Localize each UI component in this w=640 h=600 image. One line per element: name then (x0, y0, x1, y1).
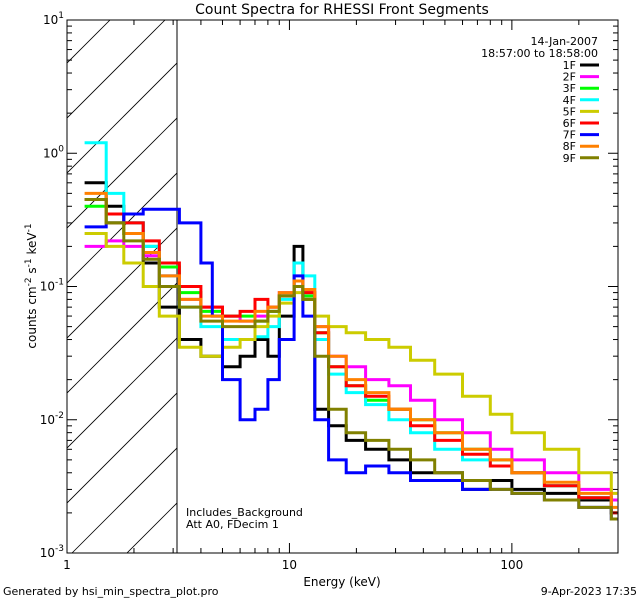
y-axis-title: counts cm-2 s-1 keV-1 (24, 223, 39, 348)
hatch-line (67, 20, 111, 64)
hatch-line (67, 337, 177, 449)
hatch-line (71, 447, 177, 553)
series-group (84, 141, 618, 521)
x-tick-label: 10 (282, 558, 297, 572)
y-tick-label: 101 (43, 11, 64, 27)
y-tick-labels: 10-3 10-2 10-1 100 101 (40, 11, 65, 560)
y-tick-label: 100 (43, 144, 64, 160)
y-tick-label: 10-3 (40, 544, 64, 560)
hatch-line (67, 227, 177, 339)
legend-label-5F: 5F (563, 105, 576, 118)
hatch-line (67, 172, 177, 284)
series-line-1F (84, 181, 618, 515)
legend-label-8F: 8F (563, 140, 576, 153)
series-line-4F (84, 141, 618, 515)
x-tick-labels: 1 10 100 (63, 558, 523, 572)
y-tick-label: 10-1 (40, 278, 64, 294)
hatch-line (0, 0, 122, 553)
series-line-9F (84, 198, 618, 521)
legend-label-6F: 6F (563, 117, 576, 130)
legend-label-4F: 4F (563, 94, 576, 107)
x-tick-label: 1 (63, 558, 71, 572)
attenuator-note: Att A0, FDecim 1 (186, 518, 279, 531)
hatch-line (67, 282, 177, 394)
axis-ticks (66, 20, 619, 554)
legend-label-3F: 3F (563, 82, 576, 95)
legend-label-9F: 9F (563, 152, 576, 165)
series-line-2F (84, 239, 618, 502)
generated-by-label: Generated by hsi_min_spectra_plot.pro (3, 585, 219, 598)
y-tick-label: 10-2 (40, 411, 64, 427)
background-note: Includes_Background (186, 506, 303, 519)
series-line-8F (84, 191, 618, 509)
time-range-label: 18:57:00 to 18:58:00 (481, 47, 598, 60)
series-line-6F (84, 198, 618, 515)
legend-label-7F: 7F (563, 129, 576, 142)
x-tick-label: 100 (500, 558, 523, 572)
hatch-line (67, 392, 177, 504)
series-line-3F (84, 204, 618, 515)
date-label: 14-Jan-2007 (531, 35, 599, 48)
hatch-line (67, 20, 166, 119)
chart-title: Count Spectra for RHESSI Front Segments (195, 2, 489, 18)
timestamp-label: 9-Apr-2023 17:35 (541, 585, 637, 598)
legend-label-2F: 2F (563, 71, 576, 84)
legend-label-1F: 1F (563, 59, 576, 72)
series-line-5F (84, 232, 618, 495)
x-axis-title: Energy (keV) (303, 575, 380, 589)
